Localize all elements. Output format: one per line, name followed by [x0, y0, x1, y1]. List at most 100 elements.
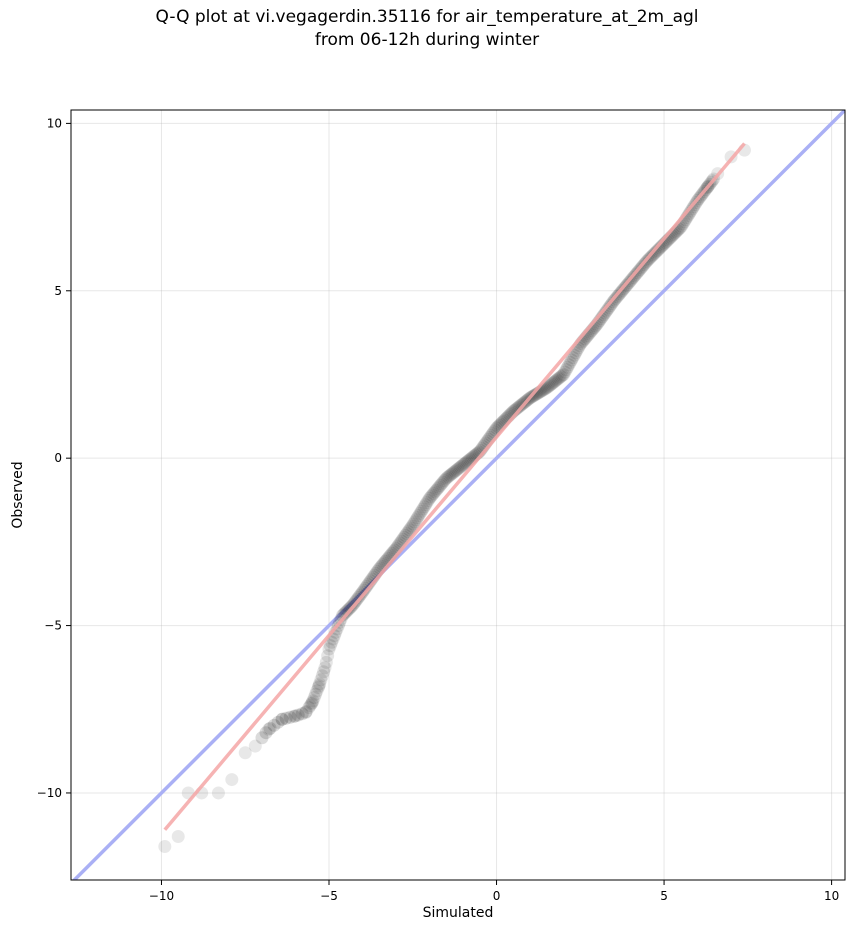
- chart-title-line1: Q-Q plot at vi.vegagerdin.35116 for air_…: [155, 7, 699, 27]
- data-point: [448, 464, 462, 478]
- data-point: [238, 746, 252, 760]
- data-point: [447, 465, 461, 479]
- data-point: [312, 679, 326, 693]
- data-point: [402, 523, 416, 537]
- data-point: [459, 456, 473, 470]
- y-tick-label: 5: [54, 284, 62, 298]
- data-point: [305, 696, 319, 710]
- data-point: [440, 471, 454, 485]
- data-point: [255, 731, 269, 745]
- data-point: [554, 370, 568, 384]
- fit-line-layer: [163, 142, 746, 831]
- data-point: [275, 712, 289, 726]
- data-point: [599, 304, 613, 318]
- data-point: [601, 302, 615, 316]
- data-point: [299, 705, 313, 719]
- x-tick-label: −5: [320, 889, 338, 903]
- data-point: [460, 455, 474, 469]
- data-point: [417, 500, 431, 514]
- data-point: [650, 244, 664, 258]
- data-point: [279, 711, 293, 725]
- reference-lines: [71, 110, 845, 880]
- data-point: [410, 511, 424, 525]
- data-point: [315, 669, 329, 683]
- data-point: [401, 525, 415, 539]
- data-point: [553, 371, 567, 385]
- data-point: [565, 353, 579, 367]
- data-point: [311, 681, 325, 694]
- data-point: [558, 365, 572, 379]
- data-point: [259, 726, 273, 740]
- data-point: [449, 463, 463, 477]
- fit-line: [163, 142, 746, 831]
- y-axis-label: Observed: [10, 461, 26, 529]
- data-point: [357, 583, 371, 597]
- data-point: [547, 375, 561, 389]
- data-point: [412, 508, 426, 522]
- data-point: [291, 708, 305, 722]
- data-point: [323, 639, 337, 653]
- data-point: [512, 399, 526, 413]
- data-point: [602, 300, 616, 314]
- data-point: [319, 655, 333, 669]
- data-point: [567, 348, 581, 362]
- x-tick-label: −10: [149, 889, 174, 903]
- data-point: [540, 380, 554, 394]
- data-point: [409, 513, 423, 527]
- data-point: [432, 480, 446, 494]
- axis-ticks: −10 −5 0 5 10 −10 −5 0 5 10: [37, 116, 840, 903]
- data-point: [452, 461, 466, 475]
- data-point: [305, 697, 319, 711]
- data-point: [171, 829, 185, 843]
- data-point: [652, 242, 666, 256]
- data-point: [684, 204, 698, 218]
- x-tick-label: 10: [824, 889, 839, 903]
- plot-frame: [70, 109, 846, 881]
- y-tick-label: 0: [54, 451, 62, 465]
- data-point: [263, 721, 277, 735]
- data-point: [443, 469, 457, 483]
- data-point: [455, 459, 469, 473]
- data-point: [555, 369, 569, 383]
- data-point: [551, 372, 565, 386]
- data-point: [648, 246, 662, 260]
- identity-line: [71, 110, 845, 880]
- data-point: [603, 299, 617, 313]
- data-point: [302, 701, 316, 715]
- data-point: [429, 483, 443, 497]
- data-point: [404, 521, 418, 535]
- data-point: [439, 472, 453, 486]
- data-point: [406, 517, 420, 531]
- data-point: [321, 649, 335, 663]
- data-point: [295, 707, 309, 721]
- y-tick-label: −10: [37, 786, 62, 800]
- data-point: [416, 502, 430, 516]
- data-point: [566, 351, 580, 365]
- data-point: [550, 373, 564, 387]
- data-point: [557, 367, 571, 381]
- data-point: [225, 773, 239, 787]
- data-point: [445, 466, 459, 480]
- data-point: [338, 606, 352, 620]
- data-point: [559, 363, 573, 377]
- data-point: [262, 722, 276, 736]
- data-point: [562, 358, 576, 372]
- data-point: [303, 699, 317, 713]
- y-tick-label: −5: [44, 619, 62, 633]
- data-point: [313, 677, 327, 691]
- data-point: [306, 694, 320, 708]
- data-point: [287, 709, 301, 723]
- x-tick-label: 5: [660, 889, 668, 903]
- data-point: [433, 478, 447, 492]
- data-point: [685, 202, 699, 216]
- data-point: [158, 840, 172, 854]
- data-point: [248, 739, 262, 753]
- data-point: [288, 709, 302, 723]
- data-point: [539, 381, 553, 395]
- chart-subtitle: from 06-12h during winter: [314, 30, 540, 50]
- data-point: [544, 377, 558, 391]
- data-point: [425, 488, 439, 502]
- data-point: [427, 487, 441, 501]
- data-point: [457, 457, 471, 471]
- data-point: [405, 519, 419, 533]
